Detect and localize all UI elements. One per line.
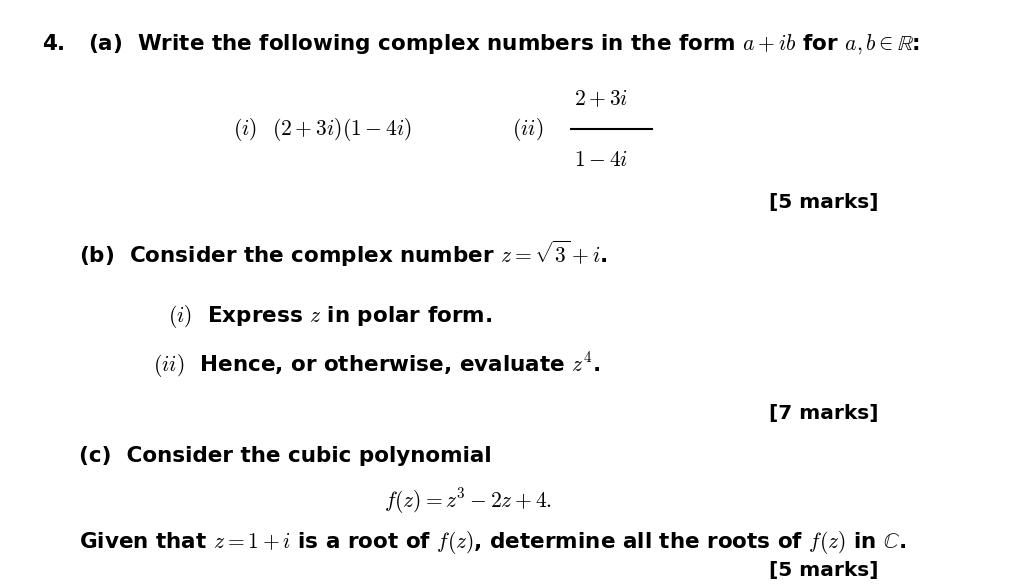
Text: $1-4i$: $1-4i$ (574, 151, 629, 171)
Text: [5 marks]: [5 marks] (769, 561, 879, 580)
Text: 4.: 4. (42, 34, 65, 54)
Text: (a)  Write the following complex numbers in the form $a + ib$ for $a, b \in \mat: (a) Write the following complex numbers … (88, 32, 920, 56)
Text: [5 marks]: [5 marks] (769, 193, 879, 212)
Text: (b)  Consider the complex number $z = \sqrt{3} + i$.: (b) Consider the complex number $z = \sq… (79, 239, 608, 269)
Text: [7 marks]: [7 marks] (769, 404, 879, 423)
Text: (c)  Consider the cubic polynomial: (c) Consider the cubic polynomial (79, 446, 491, 466)
Text: $(i)$  Express $z$ in polar form.: $(i)$ Express $z$ in polar form. (169, 303, 492, 330)
Text: $(ii)$  Hence, or otherwise, evaluate $z^4$.: $(ii)$ Hence, or otherwise, evaluate $z^… (152, 350, 600, 380)
Text: $2+3i$: $2+3i$ (574, 87, 629, 109)
Text: $f(z) = z^3 - 2z + 4.$: $f(z) = z^3 - 2z + 4.$ (384, 486, 552, 516)
Text: Given that $z = 1 + i$ is a root of $f(z)$, determine all the roots of $f(z)$ in: Given that $z = 1 + i$ is a root of $f(z… (79, 529, 906, 556)
Text: $(ii)$: $(ii)$ (513, 116, 544, 143)
Text: $(i)$  $(2+3i)(1-4i)$: $(i)$ $(2+3i)(1-4i)$ (233, 116, 411, 143)
